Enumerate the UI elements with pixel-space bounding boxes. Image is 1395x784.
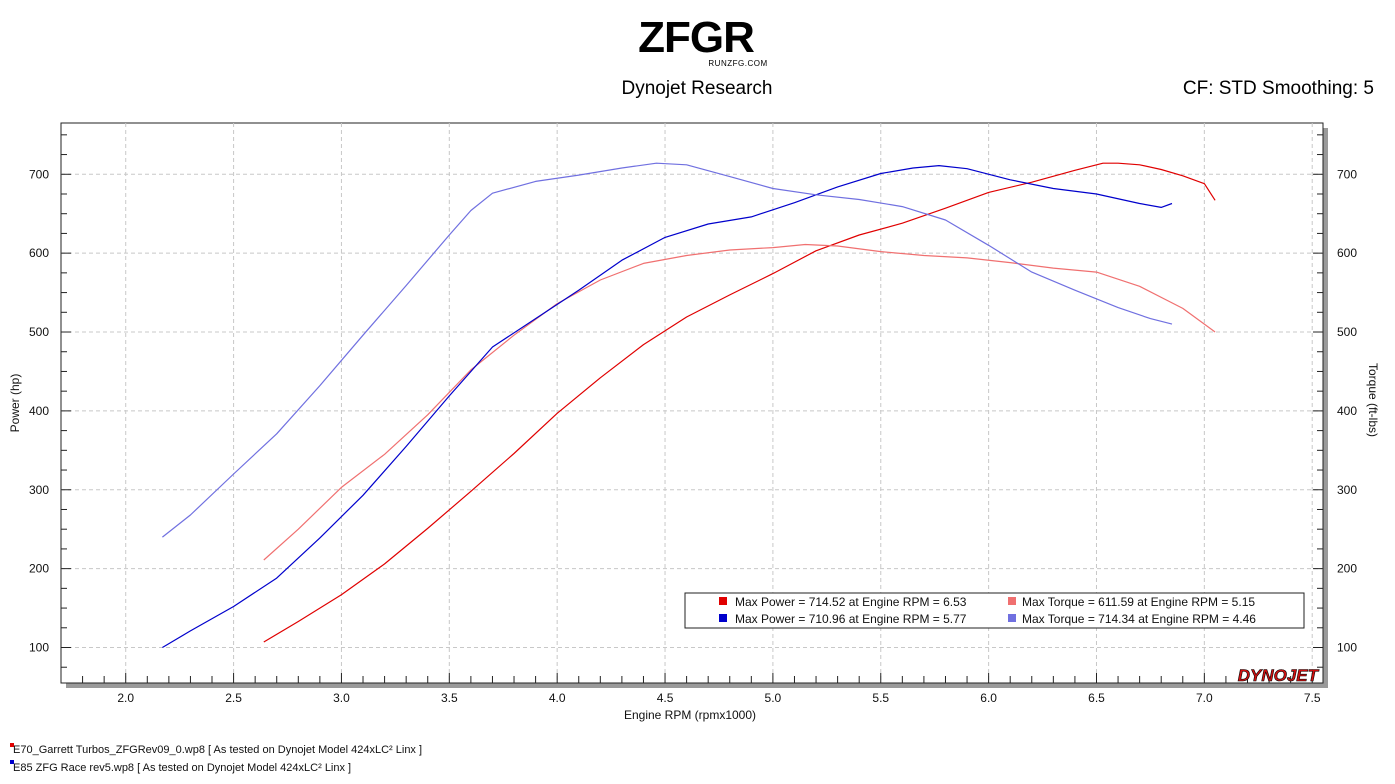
- logo-subtext: RUNZFG.COM: [708, 59, 767, 68]
- x-axis: 2.0 2.5 3.0 3.5 4.0 4.5 5.0 5.5 6.0 6.5 7.0 7.5: [117, 673, 1321, 705]
- y-axis-right-label: Torque (ft-lbs): [1366, 363, 1380, 437]
- y-right-tick-label: 300: [1337, 483, 1357, 497]
- y-right-tick-label: 100: [1337, 641, 1357, 655]
- legend-entry: Max Power = 714.52 at Engine RPM = 6.53: [735, 595, 967, 609]
- y-left-tick-label: 300: [29, 483, 49, 497]
- run-flag-icon: [10, 760, 14, 764]
- y-right-tick-label: 400: [1337, 404, 1357, 418]
- legend: Max Power = 714.52 at Engine RPM = 6.53 …: [684, 592, 1305, 629]
- series-lines: [162, 162, 1216, 649]
- y-right-tick-label: 700: [1337, 167, 1357, 181]
- run-list: E70_Garrett Turbos_ZFGRev09_0.wp8 [ As t…: [10, 743, 422, 774]
- x-tick-label: 5.5: [872, 691, 889, 705]
- grid: [61, 123, 1323, 683]
- x-tick-label: 4.0: [549, 691, 566, 705]
- minor-ticks: [61, 134, 1323, 683]
- cf-smoothing-info: CF: STD Smoothing: 5: [1183, 78, 1374, 99]
- y-right-tick-label: 600: [1337, 246, 1357, 260]
- legend-entry: Max Torque = 714.34 at Engine RPM = 4.46: [1022, 612, 1256, 626]
- y-left-tick-label: 600: [29, 246, 49, 260]
- x-tick-label: 4.5: [657, 691, 674, 705]
- run-file-label: E85 ZFG Race rev5.wp8 [ As tested on Dyn…: [13, 762, 351, 774]
- legend-entry: Max Torque = 611.59 at Engine RPM = 5.15: [1022, 595, 1255, 609]
- run-file-label: E70_Garrett Turbos_ZFGRev09_0.wp8 [ As t…: [13, 744, 422, 756]
- y-right-tick-label: 500: [1337, 325, 1357, 339]
- zfg-logo: ZFGR: [638, 13, 754, 62]
- chart-title: Dynojet Research: [621, 78, 772, 99]
- plot-area: [60, 122, 1324, 684]
- y-axis-left-label: Power (hp): [8, 374, 22, 433]
- y-right-tick-label: 200: [1337, 562, 1357, 576]
- legend-box: [684, 592, 1305, 629]
- y-left-tick-label: 700: [29, 167, 49, 181]
- x-axis-label: Engine RPM (rpmx1000): [624, 708, 756, 722]
- x-tick-label: 5.0: [765, 691, 782, 705]
- y-left-tick-label: 500: [29, 325, 49, 339]
- x-tick-label: 2.0: [117, 691, 134, 705]
- y-axis-right: 100 200 300 400 500 600 700: [1313, 167, 1357, 655]
- x-tick-label: 3.0: [333, 691, 350, 705]
- x-tick-label: 2.5: [225, 691, 242, 705]
- legend-entry: Max Power = 710.96 at Engine RPM = 5.77: [735, 612, 967, 626]
- series-line-3: [162, 165, 1173, 649]
- legend-swatch: [1008, 614, 1016, 622]
- dynojet-brand-mark: DYNOJET: [1238, 666, 1320, 685]
- y-left-tick-label: 400: [29, 404, 49, 418]
- legend-swatch: [1008, 597, 1016, 605]
- x-tick-label: 6.5: [1088, 691, 1105, 705]
- legend-swatch: [719, 614, 727, 622]
- y-left-tick-label: 100: [29, 641, 49, 655]
- legend-swatch: [719, 597, 727, 605]
- y-axis-left: 100 200 300 400 500 600 700: [29, 167, 71, 655]
- x-tick-label: 7.0: [1196, 691, 1213, 705]
- series-line-2: [263, 243, 1216, 561]
- x-tick-label: 6.0: [980, 691, 997, 705]
- series-line-4: [162, 162, 1173, 538]
- series-line-1: [263, 162, 1216, 643]
- x-tick-label: 3.5: [441, 691, 458, 705]
- x-tick-label: 7.5: [1304, 691, 1321, 705]
- run-flag-icon: [10, 743, 14, 747]
- y-left-tick-label: 200: [29, 562, 49, 576]
